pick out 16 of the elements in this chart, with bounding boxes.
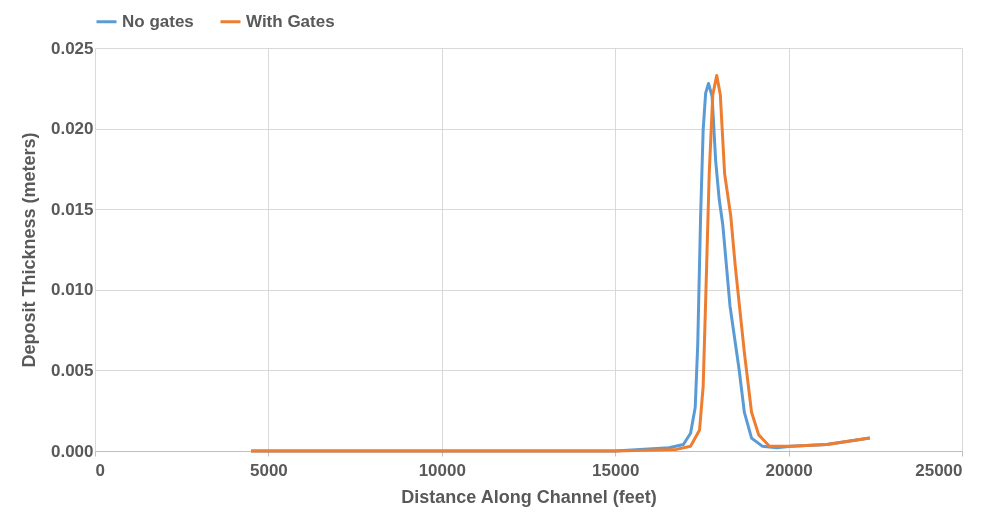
y-tick-label: 0.005 <box>50 360 94 380</box>
x-tick-label: 0 <box>95 460 105 480</box>
y-tick-label: 0.010 <box>50 280 94 300</box>
x-tick-label: 25000 <box>915 460 963 480</box>
x-tick-label: 10000 <box>418 460 466 480</box>
x-axis-title: Distance Along Channel (feet) <box>401 486 657 507</box>
y-tick-label: 0.025 <box>50 38 94 58</box>
y-axis-title: Deposit Thickness (meters) <box>18 132 39 368</box>
x-tick-label: 20000 <box>765 460 813 480</box>
y-tick-label: 0.000 <box>50 441 94 461</box>
legend-label: No gates <box>122 11 194 31</box>
y-tick-label: 0.015 <box>50 199 94 219</box>
y-tick-label: 0.020 <box>50 119 94 139</box>
x-tick-label: 5000 <box>249 460 288 480</box>
x-tick-label: 15000 <box>592 460 640 480</box>
legend-label: With Gates <box>246 11 335 31</box>
